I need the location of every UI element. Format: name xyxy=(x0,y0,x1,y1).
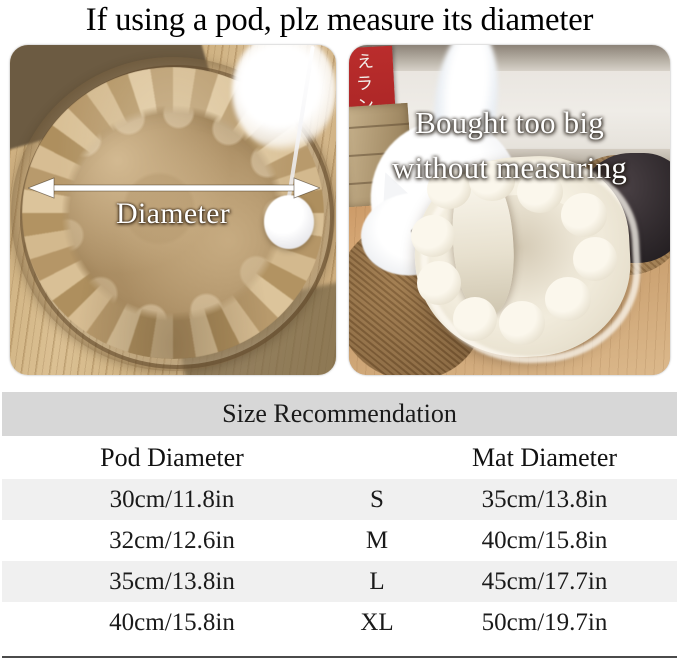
poster-glyph-1: え xyxy=(356,51,375,73)
mat-lump xyxy=(469,161,515,201)
cell-pod-diameter: 30cm/11.8in xyxy=(109,485,235,513)
double-headed-arrow-icon xyxy=(26,177,322,199)
diameter-arrow xyxy=(26,175,322,201)
oversized-pod-photo: え ラ ン き xyxy=(349,45,670,375)
pod-photo-scene: Diameter xyxy=(10,45,336,375)
table-row: 32cm/12.6in M 40cm/15.8in xyxy=(2,520,677,561)
table-row: 35cm/13.8in L 45cm/17.7in xyxy=(2,561,677,602)
column-header-mat-diameter: Mat Diameter xyxy=(471,442,618,472)
mat-lump xyxy=(499,301,545,345)
photo-caption-line-1: Bought too big xyxy=(415,105,604,140)
cell-pod-diameter: 35cm/13.8in xyxy=(109,567,235,595)
wall-upper-shadow xyxy=(349,45,670,71)
mat-lump xyxy=(417,261,461,305)
table-row: 30cm/11.8in S 35cm/13.8in xyxy=(2,479,677,520)
photo-caption-line-2: without measuring xyxy=(391,150,627,185)
mat-lump xyxy=(411,215,455,257)
page-title: If using a pod, plz measure its diameter xyxy=(85,2,594,38)
mat-lump xyxy=(561,193,607,237)
cell-pod-diameter: 32cm/12.6in xyxy=(109,526,235,554)
cell-size-label: S xyxy=(370,485,384,513)
mat-lump xyxy=(453,297,497,341)
cell-pod-diameter: 40cm/15.8in xyxy=(109,608,235,636)
table-title: Size Recommendation xyxy=(2,392,677,436)
table-row: 40cm/15.8in XL 50cm/19.7in xyxy=(2,602,677,643)
pompom-ball xyxy=(264,195,314,249)
mat-lump xyxy=(573,237,617,281)
pod-measurement-photo: Diameter xyxy=(10,45,336,375)
cell-mat-diameter: 50cm/19.7in xyxy=(481,608,608,636)
mat-lump xyxy=(545,277,591,321)
cell-size-label: XL xyxy=(360,608,394,636)
mat-lump xyxy=(517,171,563,213)
cell-mat-diameter: 45cm/17.7in xyxy=(481,567,608,595)
diameter-label: Diameter xyxy=(115,197,230,230)
poster-glyph-2: ラ xyxy=(355,73,374,95)
pompom-fluff-top xyxy=(232,45,336,151)
size-recommendation-table: Size Recommendation Pod Diameter Mat Dia… xyxy=(2,392,677,643)
cell-size-label: M xyxy=(365,526,389,554)
table-column-header-row: Pod Diameter Mat Diameter xyxy=(2,436,677,479)
cell-mat-diameter: 35cm/13.8in xyxy=(481,485,608,513)
cell-size-label: L xyxy=(369,567,385,595)
mat-lump xyxy=(427,169,471,209)
cell-mat-diameter: 40cm/15.8in xyxy=(481,526,608,554)
column-header-pod-diameter: Pod Diameter xyxy=(100,442,244,472)
oversized-pod-scene: え ラ ン き xyxy=(349,45,670,375)
photo-row: Diameter え ラ ン き xyxy=(0,45,679,375)
table-bottom-rule xyxy=(2,656,677,658)
